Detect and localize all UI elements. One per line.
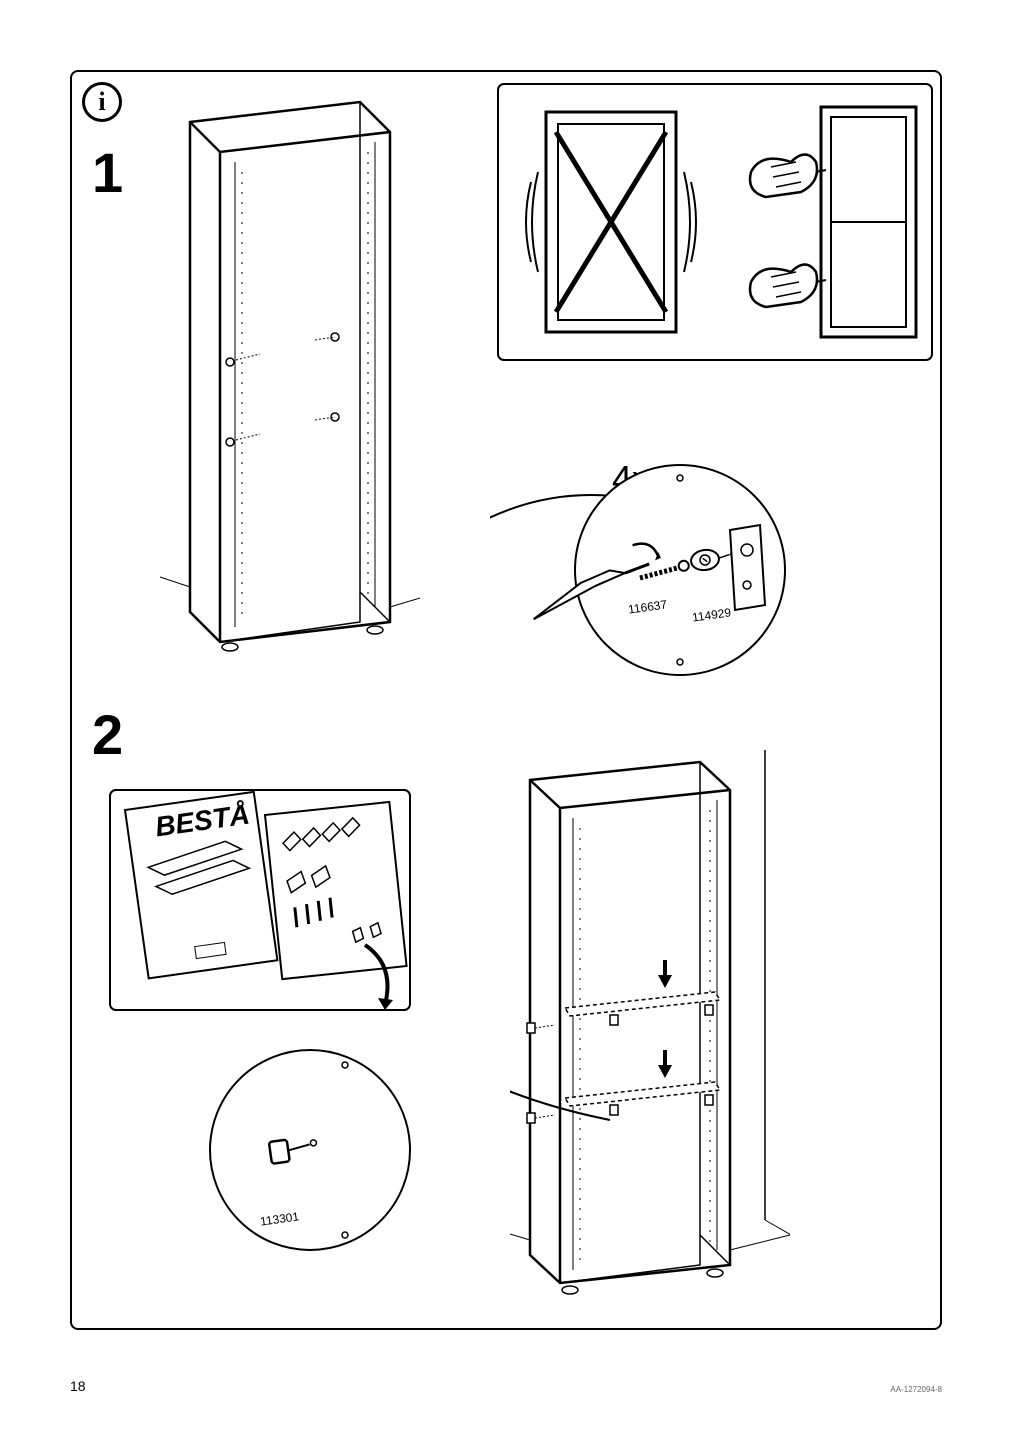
step-1-warning-illustration: [496, 82, 934, 362]
step-1-cabinet-illustration: [160, 82, 420, 662]
step-2-number: 2: [92, 702, 123, 767]
step-2-cabinet-illustration: [510, 750, 790, 1310]
page-number: 18: [70, 1378, 86, 1394]
step-1-detail-illustration: [490, 440, 810, 680]
info-icon: [82, 82, 122, 122]
step-2-booklet-illustration: [100, 780, 420, 1040]
step-2-detail-illustration: [200, 1040, 420, 1260]
step-1-number: 1: [92, 140, 123, 205]
document-id: AA-1272094-8: [890, 1385, 942, 1394]
